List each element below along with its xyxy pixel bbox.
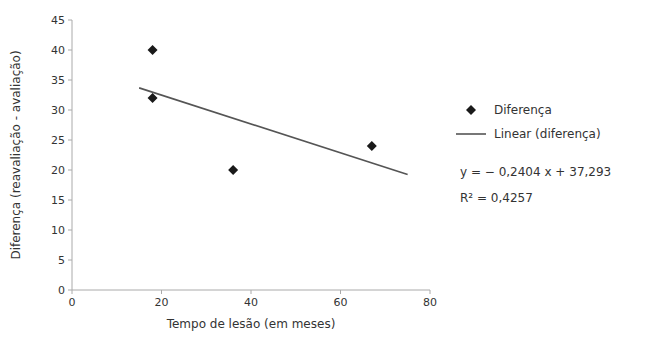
y-tick-label: 0	[58, 284, 65, 297]
trend-line	[139, 88, 408, 175]
x-tick-label: 80	[423, 296, 437, 309]
y-tick	[68, 200, 72, 201]
y-tick-label: 10	[51, 224, 65, 237]
x-axis-label: Tempo de lesão (em meses)	[166, 317, 336, 331]
annotation: y = − 0,2404 x + 37,293	[460, 165, 611, 179]
y-tick	[68, 20, 72, 21]
y-tick	[68, 50, 72, 51]
y-tick	[68, 290, 72, 291]
y-tick-label: 15	[51, 194, 65, 207]
x-tick	[340, 290, 341, 294]
legend-marker-swatch	[466, 105, 476, 115]
scatter-point	[228, 165, 238, 175]
legend-label: Linear (diferença)	[494, 127, 601, 141]
x-tick	[430, 290, 431, 294]
y-axis-label: Diferença (reavaliação - avaliação)	[9, 50, 23, 259]
scatter-point	[148, 93, 158, 103]
y-tick-label: 45	[51, 14, 65, 27]
y-tick-label: 40	[51, 44, 65, 57]
x-tick	[161, 290, 162, 294]
y-tick-label: 30	[51, 104, 65, 117]
y-tick	[68, 140, 72, 141]
scatter-point	[367, 141, 377, 151]
y-tick-label: 5	[58, 254, 65, 267]
x-tick-label: 0	[69, 296, 76, 309]
chart-container: 0 20 40 60 80 0 5 10 15 20 25 30 35 40 45 Tempo de lesã…	[0, 0, 668, 348]
annotation: R² = 0,4257	[460, 191, 533, 205]
y-tick	[68, 80, 72, 81]
x-tick-label: 40	[244, 296, 258, 309]
y-tick	[68, 230, 72, 231]
annotations: y = − 0,2404 x + 37,293 R² = 0,4257	[460, 165, 611, 205]
chart-svg: 0 20 40 60 80 0 5 10 15 20 25 30 35 40 45 Tempo de lesã…	[0, 0, 668, 348]
x-tick-label: 20	[155, 296, 169, 309]
scatter-point	[148, 45, 158, 55]
legend-label: Diferença	[494, 103, 552, 117]
x-tick	[72, 290, 73, 294]
axes: 0 20 40 60 80 0 5 10 15 20 25 30 35 40 45	[51, 14, 437, 309]
y-tick-label: 20	[51, 164, 65, 177]
x-tick	[251, 290, 252, 294]
y-tick	[68, 170, 72, 171]
y-tick	[68, 260, 72, 261]
y-axis-line	[72, 20, 73, 290]
y-tick-label: 35	[51, 74, 65, 87]
x-tick-label: 60	[334, 296, 348, 309]
lines	[139, 88, 408, 175]
legend: Diferença Linear (diferença)	[456, 103, 601, 141]
legend-line-swatch	[456, 133, 486, 135]
y-tick-label: 25	[51, 134, 65, 147]
y-tick	[68, 110, 72, 111]
points	[148, 45, 377, 175]
plot-marks	[139, 45, 408, 175]
